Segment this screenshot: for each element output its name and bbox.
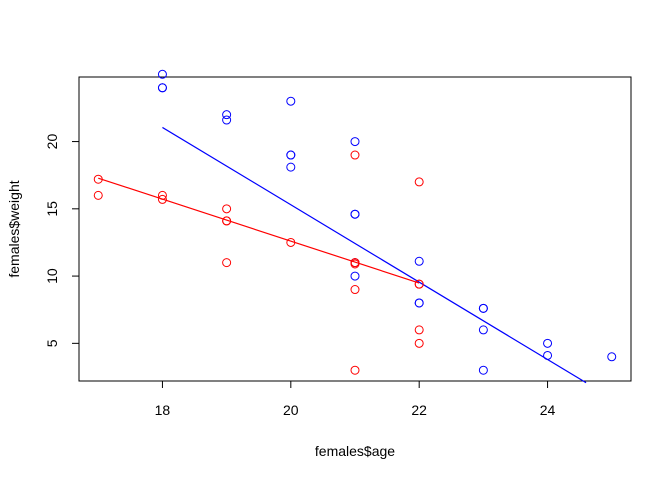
data-points: [93, 69, 617, 375]
data-point-series-1: [157, 194, 167, 204]
data-point-series-0: [478, 303, 488, 313]
plot-frame: [78, 76, 632, 382]
data-point-series-1: [414, 177, 424, 187]
data-point-series-0: [478, 325, 488, 335]
data-point-series-1: [93, 190, 103, 200]
x-tick-label: 18: [155, 402, 171, 418]
x-tick-label: 24: [540, 402, 556, 418]
data-point-series-1: [414, 338, 424, 348]
data-point-series-0: [607, 352, 617, 362]
data-point-series-0: [543, 338, 553, 348]
x-tick-label: 20: [283, 402, 299, 418]
data-point-series-0: [286, 162, 296, 172]
data-point-series-0: [157, 69, 167, 79]
data-point-series-0: [478, 365, 488, 375]
x-axis-title: females$age: [315, 443, 395, 459]
data-point-series-0: [350, 209, 360, 219]
fit-line-series-0: [162, 126, 587, 384]
data-point-series-0: [414, 298, 424, 308]
x-tick-label: 22: [411, 402, 427, 418]
data-point-series-0: [350, 137, 360, 147]
data-point-series-1: [350, 259, 360, 269]
data-point-series-1: [286, 237, 296, 247]
y-axis-title: females$weight: [6, 180, 22, 277]
data-point-series-1: [414, 279, 424, 289]
data-point-series-1: [222, 258, 232, 268]
data-point-series-1: [222, 216, 232, 226]
data-point-series-0: [286, 96, 296, 106]
y-axis: 5 10 15 20: [44, 134, 79, 347]
data-point-series-0: [414, 256, 424, 266]
fit-lines: [98, 126, 587, 384]
data-point-series-1: [350, 285, 360, 295]
y-tick-label: 10: [44, 268, 60, 284]
data-point-series-1: [93, 174, 103, 184]
data-point-series-0: [350, 271, 360, 281]
y-tick-label: 5: [44, 339, 60, 347]
data-point-series-0: [222, 115, 232, 125]
fit-line-series-1: [98, 177, 420, 284]
y-tick-label: 15: [44, 201, 60, 217]
data-point-series-1: [350, 150, 360, 160]
data-point-series-0: [286, 150, 296, 160]
y-tick-label: 20: [44, 134, 60, 150]
data-point-series-1: [157, 190, 167, 200]
data-point-series-1: [350, 365, 360, 375]
data-point-series-1: [414, 325, 424, 335]
data-point-series-0: [543, 350, 553, 360]
data-point-series-1: [222, 204, 232, 214]
data-point-series-0: [157, 83, 167, 93]
data-point-series-0: [222, 110, 232, 120]
x-axis: 18 20 22 24: [155, 381, 556, 418]
